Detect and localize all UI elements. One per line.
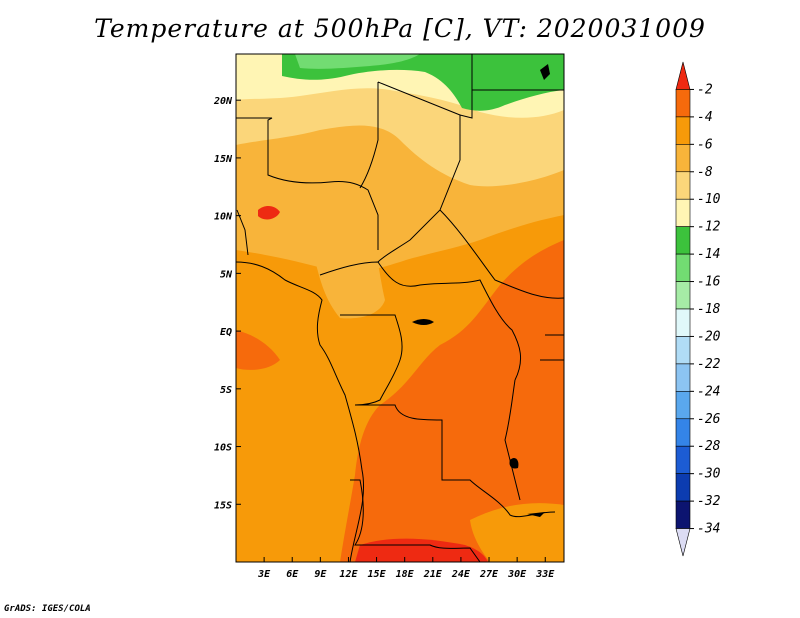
colorbar-segment	[675, 116, 691, 145]
country-boundaries	[236, 54, 564, 562]
colorbar-arrow-bottom	[675, 528, 691, 557]
colorbar-label: -26	[697, 412, 721, 427]
x-tick-label: 15E	[368, 569, 387, 580]
field-band--2-south	[355, 538, 488, 562]
x-tick-label: 33E	[535, 569, 555, 580]
colorbar-segment	[675, 171, 691, 200]
credit-label: GrADS: IGES/COLA	[4, 604, 91, 614]
boundary-sudan	[439, 209, 564, 299]
chart-title: Temperature at 500hPa [C], VT: 202003100…	[94, 14, 706, 43]
x-tick-label: 12E	[339, 569, 358, 580]
lake-1	[540, 64, 550, 80]
colorbar-label: -24	[697, 384, 720, 399]
colorbar-label: -18	[697, 302, 721, 317]
boundary-east	[504, 334, 564, 501]
field-band--2-west	[258, 206, 280, 220]
colorbar-label: -34	[697, 522, 720, 537]
colorbar-label: -4	[697, 110, 713, 125]
field-band--6-southeast	[470, 503, 564, 562]
colorbar-segment	[675, 89, 691, 118]
field-band--16	[295, 54, 420, 69]
lakes	[412, 64, 550, 517]
colorbar-label: -2	[697, 82, 713, 97]
y-tick-label: 10S	[214, 443, 232, 454]
colorbar-segment	[675, 473, 691, 502]
lake-4	[412, 319, 434, 325]
field-band--14	[282, 54, 564, 111]
colorbar-segment	[675, 445, 691, 474]
x-tick-label: 18E	[396, 569, 415, 580]
colorbar-segment	[675, 281, 691, 310]
map-frame	[235, 53, 565, 563]
y-tick-label: 15S	[214, 500, 232, 511]
colorbar-label: -14	[697, 247, 720, 262]
colorbar-label: -32	[697, 494, 721, 509]
boundary-angola	[350, 479, 481, 562]
colorbar-label: -28	[697, 439, 721, 454]
x-tick-label: 3E	[257, 569, 271, 580]
colorbar-label: -6	[697, 137, 713, 152]
x-tick-label: 27E	[479, 569, 499, 580]
colorbar: -2 -4 -6 -8 -10 -12 -14 -16 -18 -20 -22 -24 -26 -28 -3…	[675, 61, 721, 557]
y-tick-label: 15N	[214, 154, 233, 165]
colorbar-segment	[675, 391, 691, 420]
colorbar-arrow-top	[675, 61, 691, 90]
colorbar-label: -20	[697, 329, 721, 344]
colorbar-segment	[675, 198, 691, 227]
y-tick-label: 5S	[220, 385, 232, 396]
coastline	[236, 261, 365, 562]
x-tick-label: 21E	[423, 569, 443, 580]
colorbar-label: -16	[697, 275, 721, 290]
field-band--4-west	[236, 330, 280, 370]
colorbar-segment	[675, 308, 691, 337]
x-tick-label: 30E	[507, 569, 527, 580]
colorbar-segment	[675, 500, 691, 529]
x-tick-label: 9E	[314, 569, 327, 580]
field-band--8-central	[315, 190, 385, 319]
y-axis: 20N 15N 10N 5N EQ 5S 10S 15S	[213, 96, 241, 511]
colorbar-label: -8	[697, 165, 713, 180]
y-tick-label: 10N	[214, 212, 233, 223]
boundary-far-west	[236, 209, 249, 256]
colorbar-label: -10	[697, 192, 721, 207]
boundary-congo	[340, 314, 556, 518]
colorbar-label: -12	[697, 220, 721, 235]
y-tick-label: EQ	[220, 327, 232, 338]
y-tick-label: 20N	[213, 96, 233, 107]
x-axis: 3E 6E 9E 12E 15E 18E 21E 24E 27E 30E 33E	[257, 557, 555, 580]
boundary-central-africa	[319, 261, 522, 381]
colorbar-label: -22	[697, 357, 721, 372]
boundary-west-sahel	[236, 117, 379, 250]
colorbar-segment	[675, 363, 691, 392]
colorbar-segment	[675, 418, 691, 447]
colorbar-segment	[675, 253, 691, 282]
colorbar-segment	[675, 336, 691, 365]
x-tick-label: 24E	[451, 569, 471, 580]
lake-3	[527, 512, 545, 517]
x-tick-label: 6E	[286, 569, 299, 580]
boundary-northeast	[459, 54, 564, 119]
colorbar-label: -30	[697, 467, 721, 482]
lake-2	[509, 457, 519, 469]
field-band--4	[340, 240, 564, 562]
y-tick-label: 5N	[220, 269, 233, 280]
colorbar-segment	[675, 144, 691, 173]
colorbar-segment	[675, 226, 691, 255]
temperature-field	[236, 54, 564, 562]
